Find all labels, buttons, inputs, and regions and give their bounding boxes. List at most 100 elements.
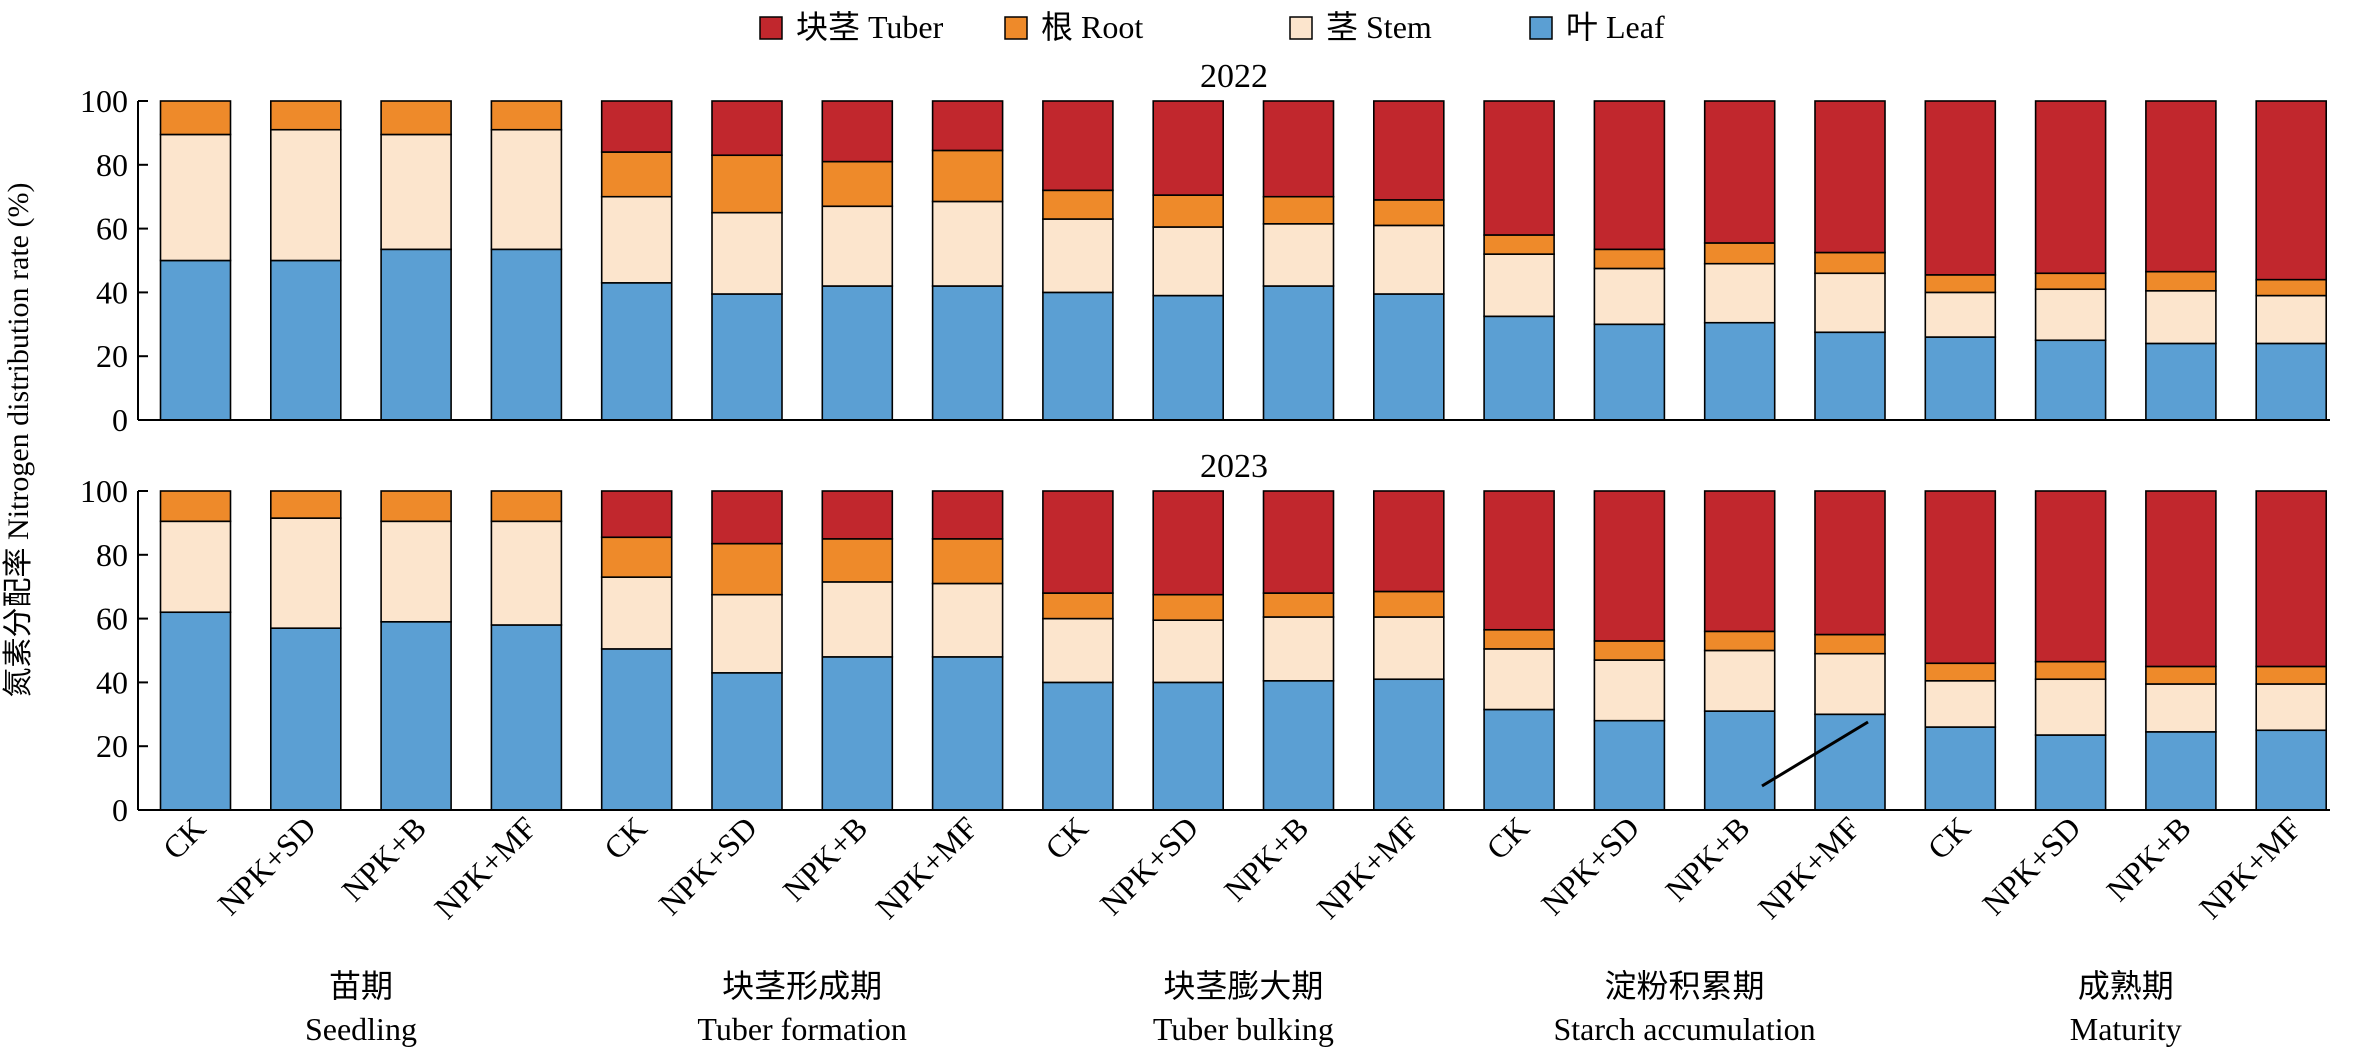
annotation-line — [1761, 720, 1869, 788]
bar-segment-2022-7-2 — [931, 149, 1004, 203]
bar-segment-2023-11-0 — [1373, 678, 1445, 811]
bar-segment-2022-6-3 — [821, 100, 894, 163]
bar-segment-2023-1-1 — [269, 517, 342, 629]
bar-segment-2023-1-2 — [269, 490, 342, 519]
bar-segment-2022-8-1 — [1042, 218, 1114, 294]
bar-segment-2022-2-1 — [380, 133, 452, 251]
bar-segment-2022-12-3 — [1483, 100, 1555, 236]
bar-segment-2023-18-2 — [2145, 665, 2217, 685]
y-tick-label: 60 — [96, 601, 128, 637]
legend-swatch-2 — [1289, 16, 1313, 40]
legend-swatch-0 — [759, 16, 783, 40]
bar-segment-2022-2-0 — [380, 248, 452, 421]
bar-segment-2023-10-1 — [1262, 616, 1335, 682]
bar-segment-2022-1-0 — [269, 259, 342, 421]
bar-segment-2023-0-1 — [159, 520, 232, 614]
bar-segment-2022-1-1 — [269, 128, 342, 262]
bar-segment-2022-9-3 — [1152, 100, 1224, 196]
group-label-en: Seedling — [305, 1011, 417, 1047]
bar-segment-2023-6-2 — [821, 538, 894, 583]
x-tick-label: NPK+MF — [2192, 809, 2308, 925]
bar-segment-2022-15-0 — [1814, 331, 1886, 421]
bar-segment-2022-17-2 — [2034, 272, 2107, 291]
bar-segment-2022-19-0 — [2255, 342, 2327, 421]
group-labels: 苗期 Seedling 块茎形成期 Tuber formation 块茎膨大期 Tuber… — [305, 968, 2182, 1047]
bar-segment-2023-5-1 — [711, 593, 783, 674]
bar-segment-2022-6-1 — [821, 205, 894, 287]
group-label-zh: 成熟期 — [2078, 968, 2174, 1004]
legend-label-0: 块茎 Tuber — [796, 9, 944, 45]
bar-segment-2022-2-2 — [380, 100, 452, 136]
bar-segment-2022-10-3 — [1262, 100, 1335, 198]
bar-segment-2023-16-2 — [1924, 662, 1997, 682]
bar-segment-2023-17-3 — [2034, 490, 2107, 663]
bar-segment-2022-18-3 — [2145, 100, 2217, 273]
legend-label-2: 茎 Stem — [1326, 9, 1432, 45]
bar-segment-2022-10-2 — [1262, 195, 1335, 225]
bar-segment-2022-18-0 — [2145, 342, 2217, 421]
bar-segment-2023-10-0 — [1262, 680, 1335, 811]
bar-segment-2023-13-1 — [1593, 659, 1666, 722]
x-tick-label: NPK+MF — [1310, 809, 1426, 925]
y-tick-label: 100 — [80, 83, 128, 119]
y-tick-label: 0 — [112, 792, 128, 828]
x-tick-label: NPK+B — [1217, 809, 1316, 908]
bar-segment-2023-11-2 — [1373, 590, 1445, 618]
bar-segment-2022-4-2 — [600, 151, 673, 198]
bar-segment-2022-19-3 — [2255, 100, 2327, 281]
bar-segment-2023-16-3 — [1924, 490, 1997, 665]
bar-segment-2023-18-0 — [2145, 731, 2217, 811]
y-tick-label: 40 — [96, 664, 128, 700]
bar-segment-2023-7-3 — [931, 490, 1004, 540]
bar-segment-2023-4-1 — [600, 576, 673, 650]
bar-segment-2023-0-2 — [159, 490, 232, 523]
bar-segment-2023-19-0 — [2255, 729, 2327, 811]
x-tick-label: NPK+MF — [427, 809, 543, 925]
bar-segment-2022-11-2 — [1373, 199, 1445, 227]
bar-segment-2023-15-2 — [1814, 633, 1886, 655]
bar-segment-2022-3-2 — [490, 100, 563, 131]
x-tick-label: NPK+SD — [210, 809, 322, 921]
bar-segment-2023-9-3 — [1152, 490, 1224, 596]
legend-label-1: 根 Root — [1041, 9, 1143, 45]
x-tick-label: CK — [1920, 809, 1977, 866]
panel-title: 2022 — [1200, 58, 1268, 95]
y-tick-label: 20 — [96, 338, 128, 374]
bar-segment-2022-19-1 — [2255, 294, 2327, 345]
bar-segment-2023-12-2 — [1483, 628, 1555, 650]
bar-segment-2022-0-2 — [159, 100, 232, 136]
bar-segment-2023-17-1 — [2034, 678, 2107, 736]
bar-segment-2023-8-3 — [1042, 490, 1114, 594]
bar-segment-2023-11-1 — [1373, 616, 1445, 681]
bar-segment-2022-11-1 — [1373, 224, 1445, 295]
bar-segment-2023-9-1 — [1152, 619, 1224, 684]
bar-segment-2023-17-2 — [2034, 660, 2107, 681]
bar-segment-2022-5-2 — [711, 154, 783, 214]
bar-segment-2023-5-2 — [711, 542, 783, 596]
group-label-zh: 淀粉积累期 — [1605, 968, 1765, 1004]
bar-segment-2022-0-1 — [159, 133, 232, 262]
bar-segment-2022-5-3 — [711, 100, 783, 157]
x-tick-label: NPK+SD — [652, 809, 764, 921]
group-label-en: Tuber bulking — [1153, 1011, 1334, 1047]
group-label-en: Maturity — [2070, 1011, 2182, 1047]
bar-segment-2022-9-2 — [1152, 194, 1224, 228]
bar-segment-2023-14-3 — [1703, 490, 1776, 633]
bar-segment-2023-6-1 — [821, 581, 894, 658]
bar-segment-2022-15-2 — [1814, 251, 1886, 275]
bar-segment-2023-15-3 — [1814, 490, 1886, 636]
bar-segment-2023-1-0 — [269, 627, 342, 811]
bar-segment-2023-19-3 — [2255, 490, 2327, 668]
bar-segment-2023-8-0 — [1042, 681, 1114, 811]
x-tick-label: NPK+SD — [1534, 809, 1646, 921]
bar-segment-2022-7-0 — [931, 285, 1004, 421]
bar-segment-2022-14-3 — [1703, 100, 1776, 244]
x-tick-label: NPK+B — [1658, 809, 1757, 908]
bar-segment-2022-4-3 — [600, 100, 673, 153]
bar-segment-2023-3-2 — [490, 490, 563, 523]
bar-segment-2022-13-1 — [1593, 267, 1666, 326]
bar-segment-2022-13-0 — [1593, 323, 1666, 421]
bar-segment-2023-12-0 — [1483, 708, 1555, 811]
bar-segment-2022-17-1 — [2034, 288, 2107, 342]
group-label-zh: 块茎膨大期 — [1163, 968, 1323, 1004]
